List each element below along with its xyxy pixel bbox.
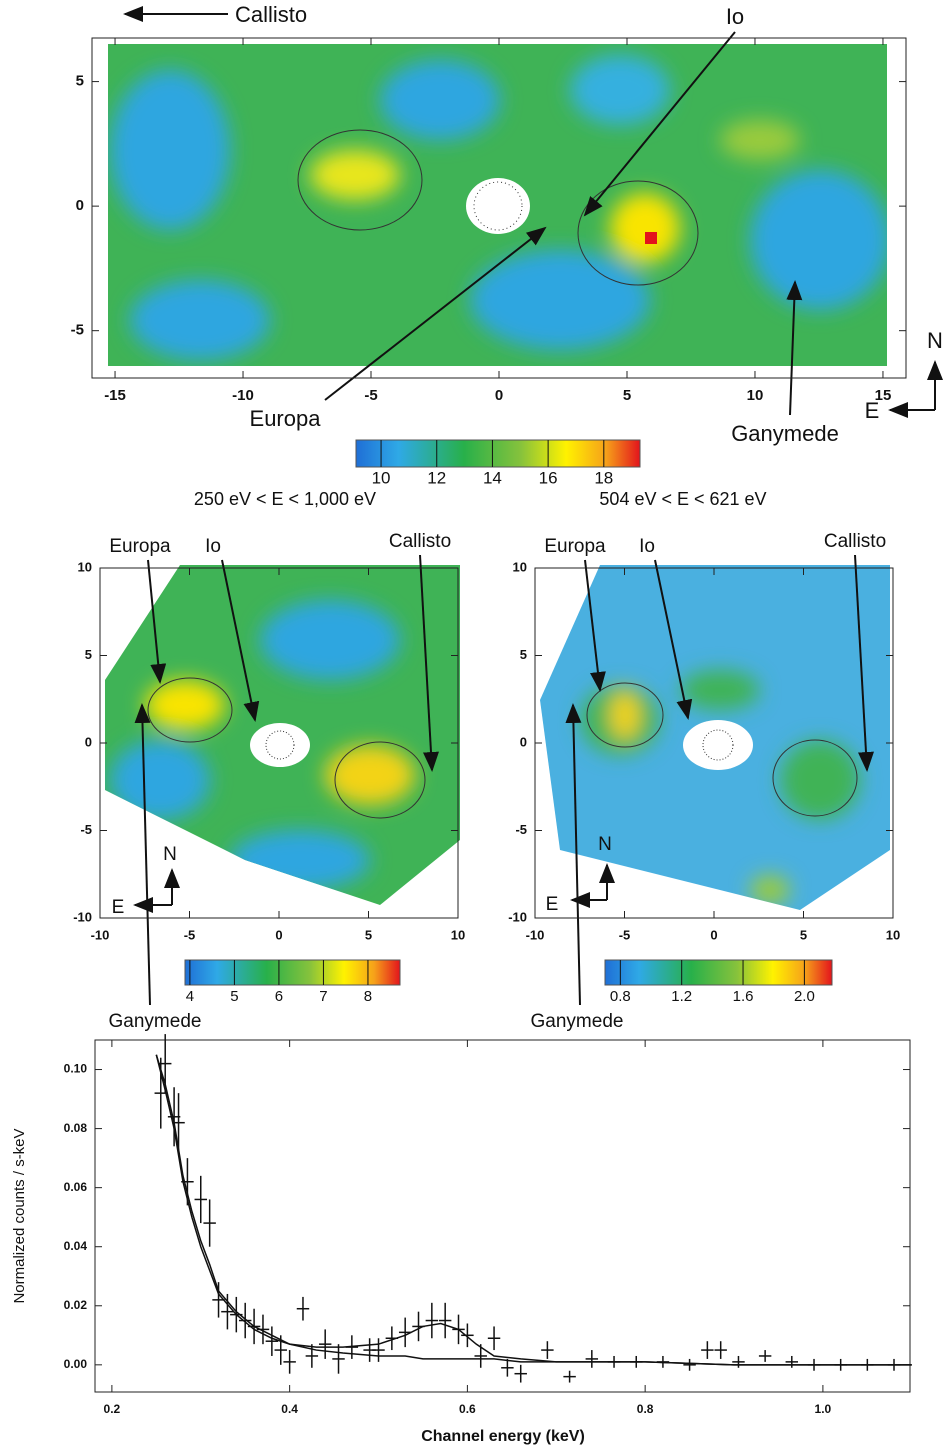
- y-tick-label: 0.02: [64, 1298, 88, 1312]
- colorbar-tick-label: 18: [594, 468, 613, 487]
- arrow: [854, 554, 874, 772]
- annotation: Ganymede: [109, 1011, 202, 1032]
- y-tick-label: 0: [520, 734, 527, 749]
- annotation: Ganymede: [731, 421, 839, 446]
- annotation: Callisto: [824, 531, 886, 552]
- arrow: [565, 703, 582, 1006]
- y-tick-label: -10: [73, 909, 92, 924]
- y-tick-label: 0.08: [64, 1121, 88, 1135]
- x-tick-label: -5: [619, 927, 631, 942]
- colorbar-tick-label: 6: [275, 988, 283, 1005]
- annotation: Ganymede: [531, 1011, 624, 1032]
- arrow: [419, 554, 439, 772]
- arrow: [654, 559, 693, 720]
- annotation: Europa: [544, 536, 606, 557]
- x-tick-label: 15: [875, 387, 892, 404]
- compass-label: E: [112, 897, 125, 918]
- colorbar-tick-label: 0.8: [610, 988, 631, 1005]
- y-tick-label: 0.06: [64, 1180, 88, 1194]
- x-tick-label: 0.8: [637, 1402, 654, 1416]
- colorbar-tick-label: 8: [364, 988, 372, 1005]
- annotation: Europa: [250, 406, 322, 431]
- annotation: Callisto: [235, 2, 307, 27]
- colorbar: [604, 959, 833, 986]
- annotation: Io: [205, 536, 221, 557]
- model-line: [155, 1054, 912, 1366]
- x-tick-label: 5: [623, 387, 631, 404]
- x-tick-label: 0.6: [459, 1402, 476, 1416]
- arrow: [324, 226, 547, 401]
- y-tick-label: -5: [71, 322, 84, 339]
- y-tick-label: 0: [76, 197, 84, 214]
- colorbar-tick-label: 1.6: [733, 988, 754, 1005]
- y-axis-label: Normalized counts / s-keV: [11, 1128, 28, 1303]
- colorbar: [184, 959, 401, 986]
- colorbar-tick-label: 16: [539, 468, 558, 487]
- model-line: [155, 1054, 912, 1366]
- x-tick-label: 5: [800, 927, 807, 942]
- colorbar-tick-label: 4: [186, 988, 194, 1005]
- x-tick-label: 5: [365, 927, 372, 942]
- x-tick-label: -15: [104, 387, 126, 404]
- y-tick-label: -5: [515, 822, 527, 837]
- x-tick-label: 10: [747, 387, 764, 404]
- annotation: Io: [726, 4, 744, 29]
- compass-label: E: [546, 894, 559, 915]
- heatmap-image: [540, 565, 890, 910]
- y-tick-label: -5: [80, 822, 92, 837]
- x-tick-label: 0: [275, 927, 282, 942]
- y-tick-label: 5: [76, 73, 84, 90]
- y-tick-label: 0.04: [64, 1239, 88, 1253]
- annotation: Io: [639, 536, 655, 557]
- panel-title: 250 eV < E < 1,000 eV: [194, 489, 376, 509]
- compass-label: N: [163, 844, 177, 865]
- colorbar: [355, 439, 641, 468]
- panel-title: 504 eV < E < 621 eV: [599, 489, 766, 509]
- arrow: [584, 559, 606, 692]
- annotation: Europa: [109, 536, 171, 557]
- overlay-shapes: [147, 129, 858, 819]
- compass-label: N: [927, 328, 943, 353]
- y-tick-label: 0.00: [64, 1357, 88, 1371]
- x-tick-label: 0: [495, 387, 503, 404]
- y-tick-label: 5: [520, 647, 527, 662]
- arrow: [221, 559, 260, 722]
- x-tick-label: -10: [232, 387, 254, 404]
- colorbar-tick-label: 1.2: [671, 988, 692, 1005]
- plot-frame: [94, 1039, 911, 1393]
- x-tick-label: 0: [710, 927, 717, 942]
- y-tick-label: 10: [78, 559, 92, 574]
- arrow: [786, 280, 803, 416]
- y-tick-label: 0: [85, 734, 92, 749]
- arrow: [583, 31, 736, 217]
- y-tick-label: -10: [508, 909, 527, 924]
- colorbar-tick-label: 12: [427, 468, 446, 487]
- x-tick-label: 0.4: [281, 1402, 298, 1416]
- y-tick-label: 0.10: [64, 1062, 88, 1076]
- x-tick-label: -10: [91, 927, 110, 942]
- x-axis-label: Channel energy (keV): [421, 1428, 585, 1445]
- x-tick-label: 10: [886, 927, 900, 942]
- x-tick-label: 10: [451, 927, 465, 942]
- x-tick-label: -5: [364, 387, 377, 404]
- arrow: [134, 703, 151, 1006]
- colorbar-tick-label: 7: [319, 988, 327, 1005]
- colorbar-tick-label: 10: [372, 468, 391, 487]
- colorbar-tick-label: 14: [483, 468, 502, 487]
- colorbar-tick-label: 5: [230, 988, 238, 1005]
- compass-label: N: [598, 834, 612, 855]
- annotation: Callisto: [389, 531, 451, 552]
- arrow: [147, 559, 167, 684]
- colorbar-tick-label: 2.0: [794, 988, 815, 1005]
- x-tick-label: 1.0: [815, 1402, 832, 1416]
- x-tick-label: -5: [184, 927, 196, 942]
- heatmap-image: [108, 44, 887, 366]
- x-tick-label: 0.2: [104, 1402, 121, 1416]
- y-tick-label: 5: [85, 647, 92, 662]
- x-tick-label: -10: [526, 927, 545, 942]
- y-tick-label: 10: [513, 559, 527, 574]
- compass-label: E: [865, 398, 880, 423]
